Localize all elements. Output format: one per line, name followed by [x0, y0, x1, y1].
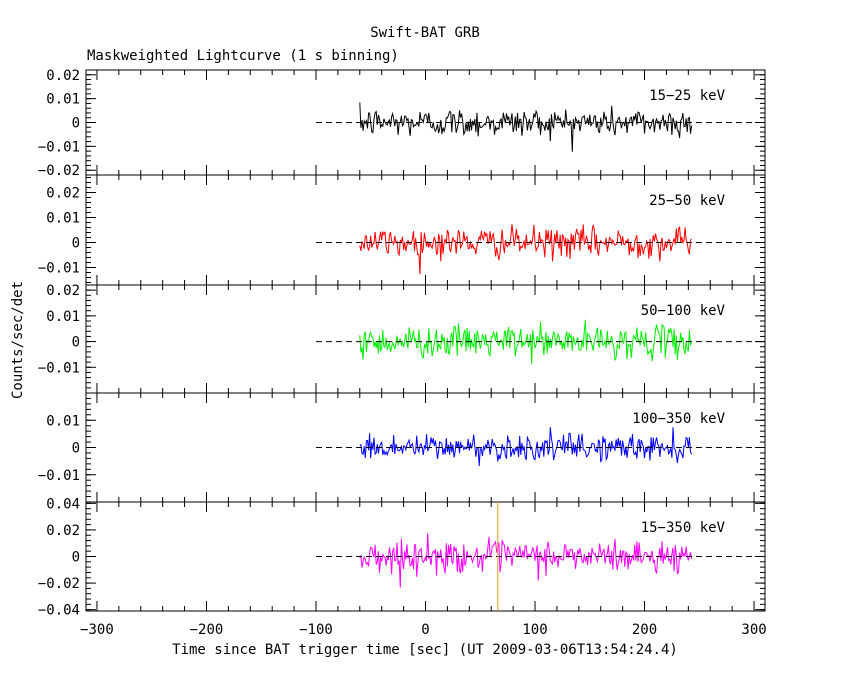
lightcurve-series [359, 319, 693, 364]
y-tick-label: 0.01 [46, 92, 80, 108]
y-tick-label: 0 [72, 441, 80, 457]
y-tick-label: −0.01 [38, 360, 80, 376]
y-tick-label: 0 [72, 116, 80, 132]
y-tick-label: −0.04 [38, 603, 80, 619]
y-tick-label: 0.01 [46, 413, 80, 429]
y-tick-label: −0.01 [38, 261, 80, 277]
panel-4: −0.01 0 0.01 100−350 keV [38, 392, 766, 503]
panel-frame [85, 284, 766, 394]
lightcurve-series [359, 102, 693, 152]
panel-frame [85, 69, 766, 176]
y-tick-label: 0.01 [46, 211, 80, 227]
y-tick-label: 0.02 [46, 283, 80, 299]
x-tick-label: 300 [741, 622, 766, 638]
y-tick-label: 0.02 [46, 186, 80, 202]
y-tick-label: −0.02 [38, 576, 80, 592]
band-label: 100−350 keV [632, 411, 725, 427]
y-tick-label: 0.01 [46, 309, 80, 325]
panel-1: −0.02 −0.01 0 0.01 0.02 15−25 keV [38, 68, 766, 179]
x-tick-label: −300 [80, 622, 114, 638]
panel-2: −0.01 0 0.01 0.02 25−50 keV [38, 174, 766, 286]
x-tick-label: 0 [421, 622, 429, 638]
y-tick-label: 0.04 [46, 496, 80, 512]
chart-title: Swift-BAT GRB [370, 25, 480, 41]
y-tick-label: −0.01 [38, 468, 80, 484]
x-tick-label: −100 [299, 622, 333, 638]
y-tick-label: 0 [72, 236, 80, 252]
lightcurve-series [359, 224, 692, 275]
panel-5: −0.04 −0.02 0 0.02 0.04 15−350 keV [38, 496, 766, 619]
band-label: 25−50 keV [649, 193, 725, 209]
x-tick-label: −200 [190, 622, 224, 638]
panels-group: −0.02 −0.01 0 0.01 0.02 15−25 keV −0.01 0 0.01 0.… [38, 68, 767, 638]
y-axis-label: Counts/sec/det [10, 281, 26, 399]
band-label: 15−350 keV [641, 520, 726, 536]
band-label: 15−25 keV [649, 88, 725, 104]
y-tick-label: −0.01 [38, 139, 80, 155]
y-tick-label: 0 [72, 550, 80, 566]
y-tick-label: 0.02 [46, 523, 80, 539]
panel-frame [85, 174, 766, 286]
panel-3: −0.01 0 0.01 0.02 50−100 keV [38, 283, 766, 394]
y-tick-label: 0.02 [46, 68, 80, 84]
band-label: 50−100 keV [641, 303, 726, 319]
y-tick-label: −0.02 [38, 163, 80, 179]
lightcurve-series [359, 427, 693, 467]
x-tick-label: 100 [522, 622, 547, 638]
x-axis-label: Time since BAT trigger time [sec] (UT 20… [172, 642, 678, 658]
chart-subtitle: Maskweighted Lightcurve (1 s binning) [87, 48, 399, 64]
lightcurve-series [359, 533, 693, 588]
y-tick-label: 0 [72, 335, 80, 351]
x-tick-label: 200 [632, 622, 657, 638]
